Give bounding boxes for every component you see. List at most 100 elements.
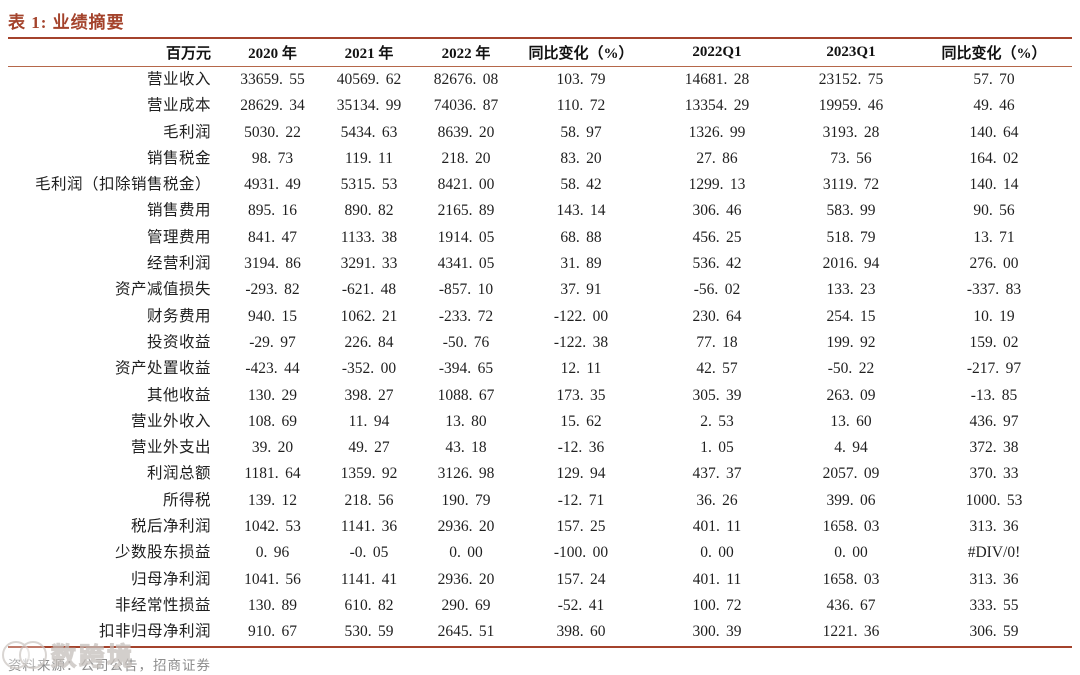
cell-value: 8421. 00 [437, 176, 495, 194]
cell-value: 4. 94 [834, 439, 868, 457]
cell-value: -122. 38 [553, 333, 609, 351]
cell-value: 1141. 41 [340, 570, 398, 588]
table-row: 管理费用 841. 47 1133. 38 1914. 05 68. 88 456. 25… [8, 225, 1072, 251]
cell-value: 398. 27 [344, 386, 394, 404]
column-header: 2022Q1 [648, 38, 786, 67]
cell-value: 530. 59 [344, 623, 394, 641]
cell-value: 133. 23 [826, 281, 876, 299]
cell-value: 103. 79 [556, 71, 606, 88]
cell-value: 13. 80 [445, 412, 487, 430]
row-label: 营业成本 [146, 97, 211, 115]
table-row: 销售费用 895. 16 890. 82 2165. 89 143. 14 306. 46… [8, 198, 1072, 224]
table-row: 非经常性损益 130. 89 610. 82 290. 69 -52. 41 100. 7… [8, 593, 1072, 619]
cell-value: 28629. 34 [240, 97, 305, 115]
cell-value: 372. 38 [969, 439, 1019, 457]
cell-value: 610. 82 [344, 596, 394, 614]
cell-value: -100. 00 [553, 544, 609, 562]
cell-value: 119. 11 [345, 149, 393, 167]
cell-value: 13354. 29 [684, 97, 750, 115]
cell-value: 5315. 53 [340, 176, 398, 194]
table-row: 财务费用 940. 15 1062. 21 -233. 72 -122. 00 230. … [8, 304, 1072, 330]
cell-value: 2057. 09 [822, 465, 880, 483]
performance-summary-table: 百万元 2020 年 2021 年 2022 年同比变化（%） 2022Q1 2023Q… [8, 37, 1072, 648]
cell-value: -12. 36 [557, 439, 605, 457]
table-row: 营业外支出 39. 20 49. 27 43. 18 -12. 36 1. 05 4. 94… [8, 435, 1072, 461]
cell-value: 12. 11 [560, 360, 602, 378]
cell-value: 31. 89 [560, 255, 602, 273]
cell-value: 77. 18 [696, 333, 738, 351]
cell-value: -337. 83 [966, 281, 1022, 299]
row-label: 所得税 [162, 491, 211, 509]
cell-value: 1141. 36 [340, 518, 398, 536]
table-row: 扣非归母净利润 910. 67 530. 59 2645. 51 398. 60 300.… [8, 619, 1072, 646]
cell-value: -423. 44 [245, 360, 300, 378]
cell-value: 333. 55 [969, 596, 1019, 614]
table-row: 利润总额 1181. 64 1359. 92 3126. 98 129. 94 437. … [8, 461, 1072, 487]
cell-value: 1299. 13 [688, 176, 746, 194]
cell-value: 15. 62 [560, 412, 602, 430]
cell-value: 14681. 28 [684, 71, 750, 88]
cell-value: 263. 09 [826, 386, 876, 404]
row-label: 其他收益 [146, 386, 211, 404]
cell-value: -621. 48 [341, 281, 397, 299]
cell-value: -13. 85 [970, 386, 1018, 404]
cell-value: 230. 64 [692, 307, 742, 325]
table-row: 投资收益 -29. 97 226. 84 -50. 76 -122. 38 77. 18 1… [8, 330, 1072, 356]
cell-value: 100. 72 [692, 596, 742, 614]
cell-value: 1062. 21 [340, 307, 398, 325]
cell-value: 3193. 28 [822, 123, 880, 141]
cell-value: -857. 10 [438, 281, 494, 299]
cell-value: 3119. 72 [822, 176, 880, 194]
column-header: 2023Q1 [786, 38, 916, 67]
cell-value: 110. 72 [556, 97, 606, 115]
cell-value: 536. 42 [692, 255, 742, 273]
cell-value: 82676. 08 [433, 71, 499, 88]
cell-value: 0. 00 [834, 544, 868, 562]
cell-value: 0. 00 [700, 544, 734, 562]
unit-header: 百万元 [8, 38, 225, 67]
row-label: 少数股东损益 [114, 544, 211, 562]
cell-value: 173. 35 [556, 386, 606, 404]
cell-value: 27. 86 [696, 149, 738, 167]
row-label: 利润总额 [146, 465, 211, 483]
cell-value: 305. 39 [692, 386, 742, 404]
cell-value: 437. 37 [692, 465, 742, 483]
cell-value: -233. 72 [438, 307, 494, 325]
page-title: 表 1: 业绩摘要 [8, 13, 125, 32]
cell-value: 940. 15 [247, 307, 298, 325]
cell-value: 1000. 53 [965, 491, 1023, 509]
row-label: 销售费用 [146, 202, 211, 220]
cell-value: -394. 65 [438, 360, 494, 378]
cell-value: 300. 39 [692, 623, 742, 641]
source-note: 资料来源：公司公告，招商证券 [8, 657, 211, 673]
cell-value: -52. 41 [557, 596, 605, 614]
cell-value: 1042. 53 [244, 518, 301, 536]
cell-value: #DIV/0! [967, 544, 1021, 562]
row-label: 营业外收入 [130, 412, 211, 430]
cell-value: -352. 00 [341, 360, 397, 378]
cell-value: 436. 97 [969, 412, 1019, 430]
row-label: 非经常性损益 [114, 596, 211, 614]
cell-value: 910. 67 [247, 623, 298, 641]
table-row: 资产减值损失 -293. 82 -621. 48 -857. 10 37. 91 -56.… [8, 277, 1072, 303]
table-row: 资产处置收益 -423. 44 -352. 00 -394. 65 12. 11 42. … [8, 356, 1072, 382]
cell-value: -293. 82 [245, 281, 300, 299]
cell-value: 1133. 38 [340, 228, 398, 246]
row-label: 资产减值损失 [114, 281, 211, 299]
row-label: 毛利润 [162, 123, 211, 141]
cell-value: 1658. 03 [822, 570, 880, 588]
cell-value: 35134. 99 [336, 97, 402, 115]
cell-value: 1658. 03 [822, 518, 880, 536]
cell-value: 5030. 22 [244, 123, 301, 141]
cell-value: -217. 97 [966, 360, 1022, 378]
cell-value: 2165. 89 [437, 202, 495, 220]
cell-value: 1326. 99 [688, 123, 746, 141]
cell-value: 42. 57 [696, 360, 738, 378]
row-label: 财务费用 [146, 307, 211, 325]
cell-value: 108. 69 [247, 412, 298, 430]
cell-value: 2. 53 [700, 412, 734, 430]
cell-value: 841. 47 [247, 228, 298, 246]
cell-value: 33659. 55 [240, 71, 305, 88]
cell-value: 890. 82 [344, 202, 394, 220]
cell-value: 306. 46 [692, 202, 742, 220]
